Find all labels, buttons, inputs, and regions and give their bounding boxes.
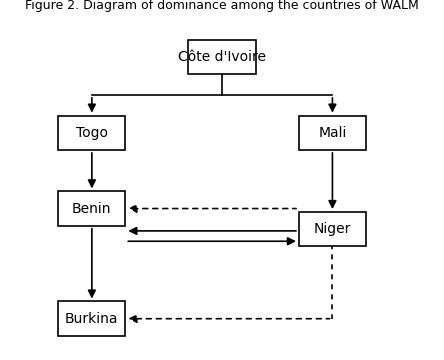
Text: Côte d'Ivoire: Côte d'Ivoire (178, 50, 266, 64)
FancyBboxPatch shape (299, 116, 366, 150)
Text: Burkina: Burkina (65, 312, 119, 326)
Text: Mali: Mali (318, 126, 347, 140)
FancyBboxPatch shape (189, 40, 255, 74)
FancyBboxPatch shape (299, 212, 366, 246)
FancyBboxPatch shape (58, 116, 125, 150)
Text: Niger: Niger (314, 222, 351, 236)
FancyBboxPatch shape (58, 191, 125, 226)
Text: Figure 2. Diagram of dominance among the countries of WALM: Figure 2. Diagram of dominance among the… (25, 0, 419, 12)
Text: Benin: Benin (72, 202, 111, 216)
Text: Togo: Togo (76, 126, 108, 140)
FancyBboxPatch shape (58, 301, 125, 336)
